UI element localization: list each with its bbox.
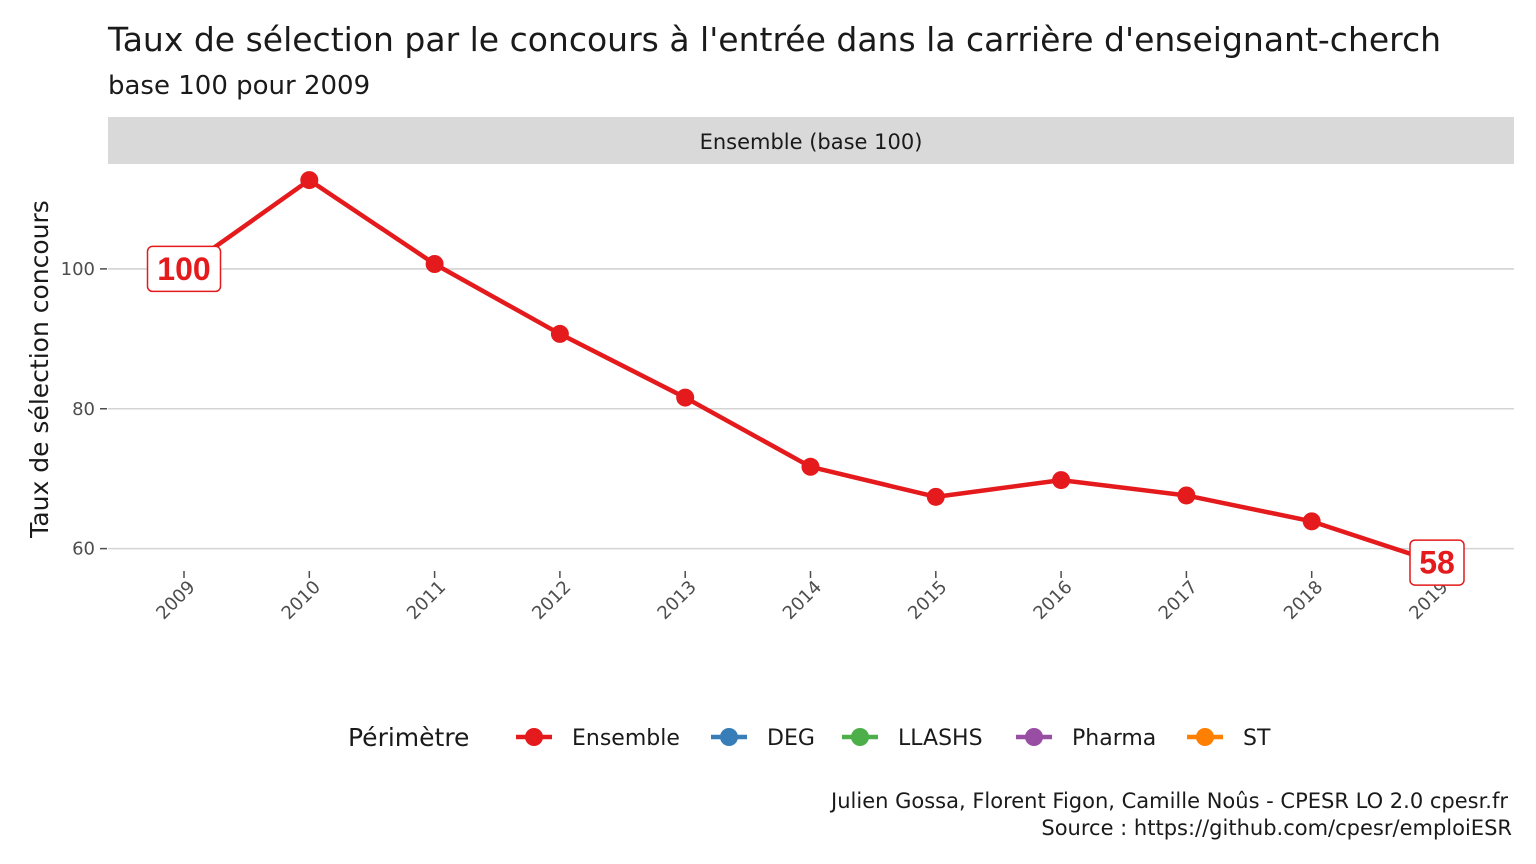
data-label-box-100 <box>146 245 222 293</box>
data-label-text-100: 100 <box>157 251 210 287</box>
chart-title: Taux de sélection par le concours à l'en… <box>107 20 1441 59</box>
data-point-2012 <box>550 324 569 343</box>
legend-item-llashs: LLASHS <box>842 726 983 751</box>
legend-item-pharma: Pharma <box>1016 726 1156 751</box>
caption-source: Source : https://github.com/cpesr/emploi… <box>1041 816 1512 840</box>
series-line-ensemble <box>182 177 1438 565</box>
legend-item-ensemble: Ensemble <box>516 726 680 751</box>
x-tick-label-2013: 2013 <box>653 577 700 624</box>
legend-label-ensemble: Ensemble <box>572 726 680 751</box>
data-label-box-58 <box>1409 539 1465 586</box>
series-layer <box>175 171 1446 572</box>
legend-key-point-llashs <box>851 728 869 746</box>
facet-strip <box>108 117 1514 164</box>
gridlines <box>108 268 1514 550</box>
legend-item-st: ST <box>1187 726 1271 751</box>
x-tick-label-2017: 2017 <box>1155 577 1202 624</box>
x-tick-label-2010: 2010 <box>278 577 325 624</box>
legend-key-point-pharma <box>1025 728 1043 746</box>
data-labels: 100 58 <box>146 245 1465 586</box>
facet-strip-label: Ensemble (base 100) <box>700 130 923 154</box>
x-tick-label-2015: 2015 <box>904 577 951 624</box>
x-tick-label-2018: 2018 <box>1280 577 1327 624</box>
data-point-2018 <box>1302 512 1321 531</box>
data-point-2011 <box>425 255 444 273</box>
x-tick-label-2009: 2009 <box>152 577 199 624</box>
chart-subtitle: base 100 pour 2009 <box>108 71 370 101</box>
data-point-2010 <box>300 171 319 190</box>
legend-key-point-ensemble <box>525 728 543 746</box>
y-tick-label-80: 80 <box>72 399 95 420</box>
x-tick-label-2016: 2016 <box>1029 577 1076 624</box>
data-label-58: 58 <box>1409 539 1465 586</box>
x-axis-ticks: 2009 2010 2011 2012 2013 2014 2015 2016 2017 2018… <box>152 571 1453 624</box>
legend-key-point-st <box>1196 728 1214 746</box>
legend-title: Périmètre <box>348 723 469 752</box>
legend-label-deg: DEG <box>767 726 815 751</box>
legend-item-deg: DEG <box>711 726 815 751</box>
data-point-2014 <box>801 457 820 476</box>
legend-label-pharma: Pharma <box>1072 726 1156 751</box>
legend-label-llashs: LLASHS <box>898 726 983 751</box>
x-tick-label-2014: 2014 <box>779 577 826 624</box>
data-point-2016 <box>1052 471 1071 490</box>
data-point-2017 <box>1177 486 1196 505</box>
y-tick-label-100: 100 <box>61 259 95 280</box>
y-axis-label: Taux de sélection concours <box>25 200 54 539</box>
y-axis-ticks: 60 80 100 <box>61 259 107 560</box>
data-label-100: 100 <box>146 245 222 293</box>
legend: Périmètre Ensemble DEG LLASHS Pharma ST <box>348 723 1271 752</box>
legend-label-st: ST <box>1243 726 1271 751</box>
data-point-2013 <box>676 388 695 407</box>
legend-key-point-deg <box>720 728 738 746</box>
y-tick-label-60: 60 <box>72 539 95 560</box>
data-label-text-58: 58 <box>1419 545 1455 581</box>
caption-authors: Julien Gossa, Florent Figon, Camille Noû… <box>829 789 1508 813</box>
data-point-2015 <box>926 487 945 506</box>
x-tick-label-2011: 2011 <box>403 577 450 624</box>
x-tick-label-2012: 2012 <box>528 577 575 624</box>
